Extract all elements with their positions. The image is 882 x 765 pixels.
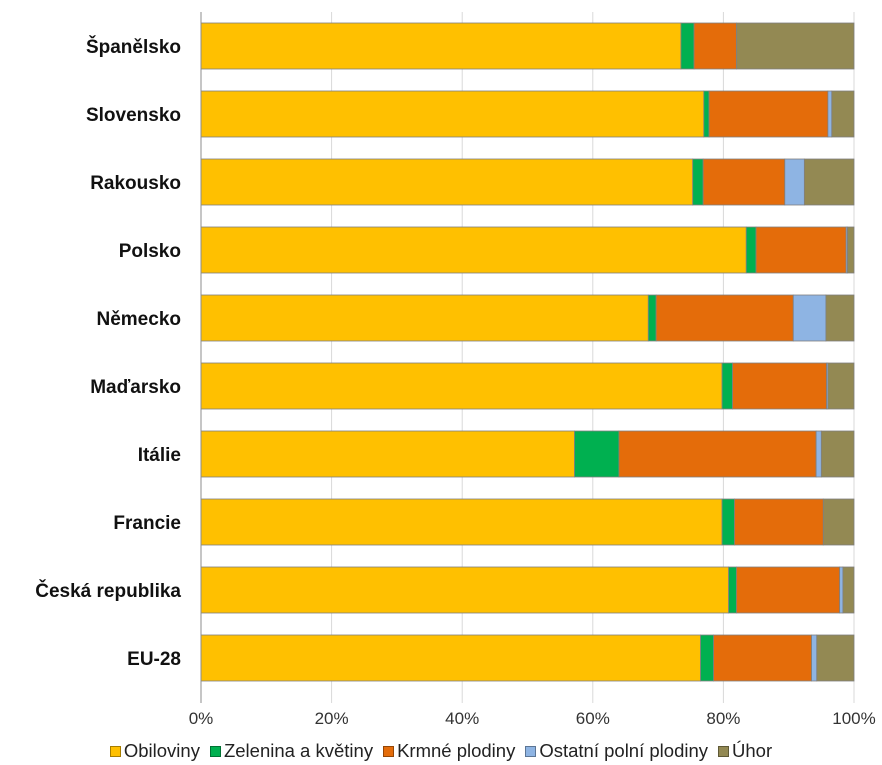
bar-segment xyxy=(792,294,827,342)
legend-swatch xyxy=(209,745,221,757)
legend-item: Krmné plodiny xyxy=(383,740,515,762)
category-label: Itálie xyxy=(138,445,181,466)
bar-segment xyxy=(200,498,723,546)
legend: Obiloviny Zelenina a květiny Krmné plodiny… xyxy=(0,738,882,764)
bar-segment xyxy=(736,566,841,614)
bar-segment xyxy=(732,362,827,410)
bar-segment xyxy=(847,226,855,274)
x-tick-label: 20% xyxy=(315,709,349,728)
stacked-bar-chart: Španělsko Slovensko Rakousko Polsko Německo M… xyxy=(35,12,876,728)
category-label: Polsko xyxy=(119,241,181,262)
x-tick-label: 100% xyxy=(832,709,875,728)
bar-segment xyxy=(803,158,855,206)
category-label: Rakousko xyxy=(90,173,181,194)
bar-segment xyxy=(713,634,812,682)
bar-row xyxy=(200,430,855,478)
bar-segment xyxy=(820,430,855,478)
category-label: Španělsko xyxy=(86,36,181,58)
x-tick-label: 0% xyxy=(189,709,214,728)
bar-segment xyxy=(816,634,855,682)
bar-segment xyxy=(647,294,657,342)
bar-segment xyxy=(200,430,575,478)
bars xyxy=(200,22,855,682)
x-tick-label: 80% xyxy=(706,709,740,728)
category-label: Česká republika xyxy=(35,580,181,602)
bar-segment xyxy=(700,634,715,682)
bar-row xyxy=(200,362,855,410)
bar-segment xyxy=(784,158,805,206)
bar-segment xyxy=(825,294,855,342)
bar-segment xyxy=(831,90,855,138)
category-label: Francie xyxy=(113,513,181,534)
bar-segment xyxy=(736,22,855,70)
bar-segment xyxy=(708,90,829,138)
bar-row xyxy=(200,90,855,138)
bar-row xyxy=(200,226,855,274)
bar-segment xyxy=(721,362,733,410)
legend-swatch xyxy=(383,745,395,757)
bar-segment xyxy=(655,294,794,342)
legend-item: Ostatní polní plodiny xyxy=(525,740,708,762)
legend-label: Obiloviny xyxy=(123,740,200,761)
bar-segment xyxy=(618,430,817,478)
bar-segment xyxy=(200,566,730,614)
legend-item: Úhor xyxy=(718,740,772,762)
bar-segment xyxy=(734,498,824,546)
bar-segment xyxy=(842,566,855,614)
x-tick-labels: 0% 20% 40% 60% 80% 100% xyxy=(189,709,876,728)
legend-item: Zelenina a květiny xyxy=(209,740,374,762)
legend-label: Ostatní polní plodiny xyxy=(539,740,709,761)
bar-segment xyxy=(721,498,735,546)
bar-segment xyxy=(827,90,833,138)
bar-segment xyxy=(703,90,710,138)
bar-row xyxy=(200,294,855,342)
x-tick-label: 60% xyxy=(576,709,610,728)
bar-segment xyxy=(702,158,786,206)
bar-segment xyxy=(755,226,847,274)
category-label: Slovensko xyxy=(86,105,181,126)
legend-swatch xyxy=(109,745,121,757)
category-label: Maďarsko xyxy=(90,377,181,398)
bar-segment xyxy=(728,566,737,614)
bar-segment xyxy=(745,226,757,274)
bar-segment xyxy=(827,362,855,410)
bar-segment xyxy=(200,226,747,274)
legend-label: Krmné plodiny xyxy=(397,740,516,761)
bar-segment xyxy=(693,22,737,70)
bar-segment xyxy=(692,158,704,206)
category-label: EU-28 xyxy=(127,649,181,670)
bar-segment xyxy=(200,362,723,410)
bar-segment xyxy=(200,294,649,342)
legend-label: Úhor xyxy=(732,740,773,761)
bar-row xyxy=(200,634,855,682)
x-tick-label: 40% xyxy=(445,709,479,728)
bar-row xyxy=(200,498,855,546)
bar-segment xyxy=(839,566,844,614)
bar-row xyxy=(200,158,855,206)
legend-swatch xyxy=(525,745,537,757)
bar-segment xyxy=(200,634,701,682)
bar-row xyxy=(200,566,855,614)
bar-segment xyxy=(574,430,620,478)
bar-segment xyxy=(680,22,695,70)
bar-segment xyxy=(200,158,694,206)
legend-swatch xyxy=(718,745,730,757)
bar-segment xyxy=(811,634,818,682)
bar-segment xyxy=(815,430,822,478)
bar-segment xyxy=(200,90,705,138)
bar-segment xyxy=(822,498,855,546)
bar-row xyxy=(200,22,855,70)
legend-item: Obiloviny xyxy=(109,740,200,762)
category-labels: Španělsko Slovensko Rakousko Polsko Německo M… xyxy=(35,36,181,670)
category-label: Německo xyxy=(97,309,182,330)
bar-segment xyxy=(200,22,682,70)
legend-label: Zelenina a květiny xyxy=(223,740,374,761)
